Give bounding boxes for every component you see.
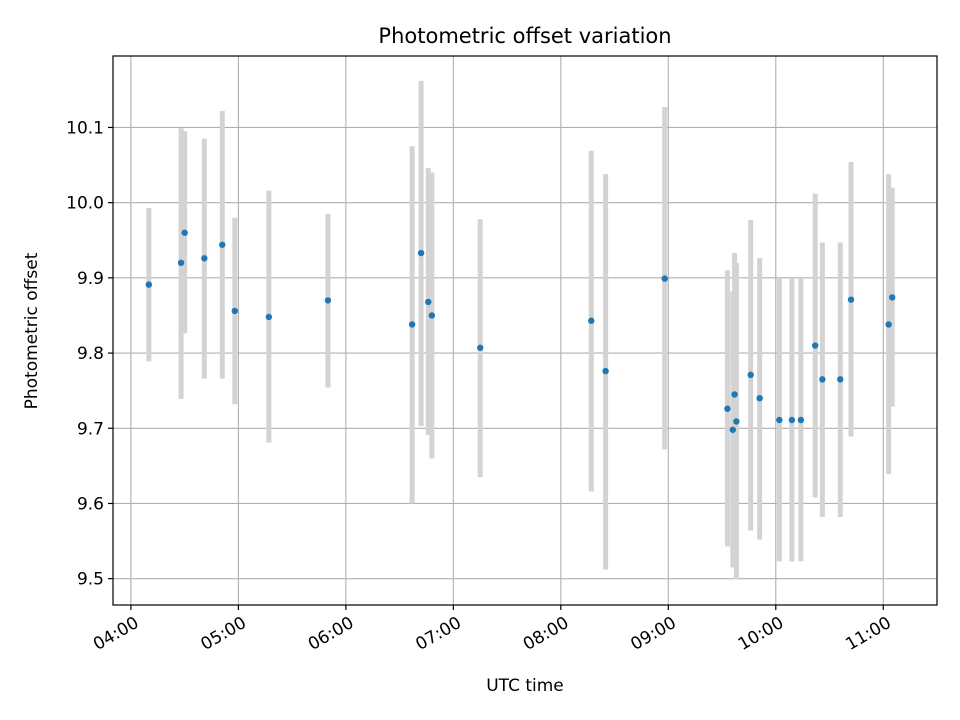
y-tick-label: 9.6: [77, 494, 104, 514]
data-point: [819, 376, 826, 383]
data-point: [889, 294, 896, 301]
y-tick-label: 9.8: [77, 344, 104, 364]
data-point: [837, 376, 844, 383]
data-point: [661, 275, 668, 282]
data-point: [219, 241, 226, 248]
data-point: [724, 405, 731, 412]
data-point: [425, 298, 432, 306]
data-point: [729, 426, 736, 433]
data-point: [602, 367, 609, 375]
data-point: [788, 416, 796, 424]
data-point: [756, 394, 763, 402]
plot-area-frame: [112, 55, 938, 606]
data-point: [201, 255, 208, 262]
data-point: [885, 321, 892, 328]
x-tick-label: 04:00: [90, 613, 142, 655]
y-tick-label: 10.1: [66, 118, 104, 138]
chart-title: Photometric offset variation: [378, 24, 671, 48]
x-tick-label: 06:00: [305, 613, 357, 655]
x-axis-ticks: 04:00 05:00 06:00 07:00 08:00 09:00 10:00 11:00: [90, 605, 895, 655]
data-points: [145, 229, 896, 433]
y-axis-label: Photometric offset: [22, 252, 42, 409]
data-point: [733, 418, 740, 425]
data-point: [181, 229, 188, 236]
y-axis-ticks: 9.5 9.6 9.7 9.8 9.9 10.0 10.1: [66, 118, 113, 590]
x-tick-label: 09:00: [627, 613, 679, 655]
data-point: [797, 416, 805, 424]
x-tick-label: 05:00: [197, 613, 249, 655]
data-point: [265, 313, 273, 321]
y-tick-label: 9.9: [77, 269, 104, 289]
y-tick-label: 9.5: [77, 570, 104, 590]
data-point: [747, 371, 754, 379]
data-point: [231, 307, 239, 315]
data-point: [324, 297, 332, 304]
data-point: [811, 342, 819, 349]
x-tick-label: 11:00: [842, 613, 894, 655]
y-tick-label: 10.0: [66, 194, 104, 214]
data-point: [417, 249, 425, 257]
x-axis-label: UTC time: [486, 676, 564, 696]
data-point: [588, 317, 595, 324]
error-bars: [146, 80, 895, 580]
data-point: [428, 312, 436, 319]
data-point: [145, 281, 153, 288]
x-tick-label: 10:00: [735, 613, 787, 655]
data-point: [847, 296, 855, 303]
x-tick-label: 07:00: [412, 613, 464, 655]
data-point: [776, 416, 783, 424]
y-tick-label: 9.7: [77, 419, 104, 439]
data-point: [731, 391, 738, 398]
data-point: [408, 321, 416, 328]
data-point: [177, 259, 185, 267]
x-tick-label: 08:00: [520, 613, 572, 655]
data-point: [477, 344, 484, 351]
